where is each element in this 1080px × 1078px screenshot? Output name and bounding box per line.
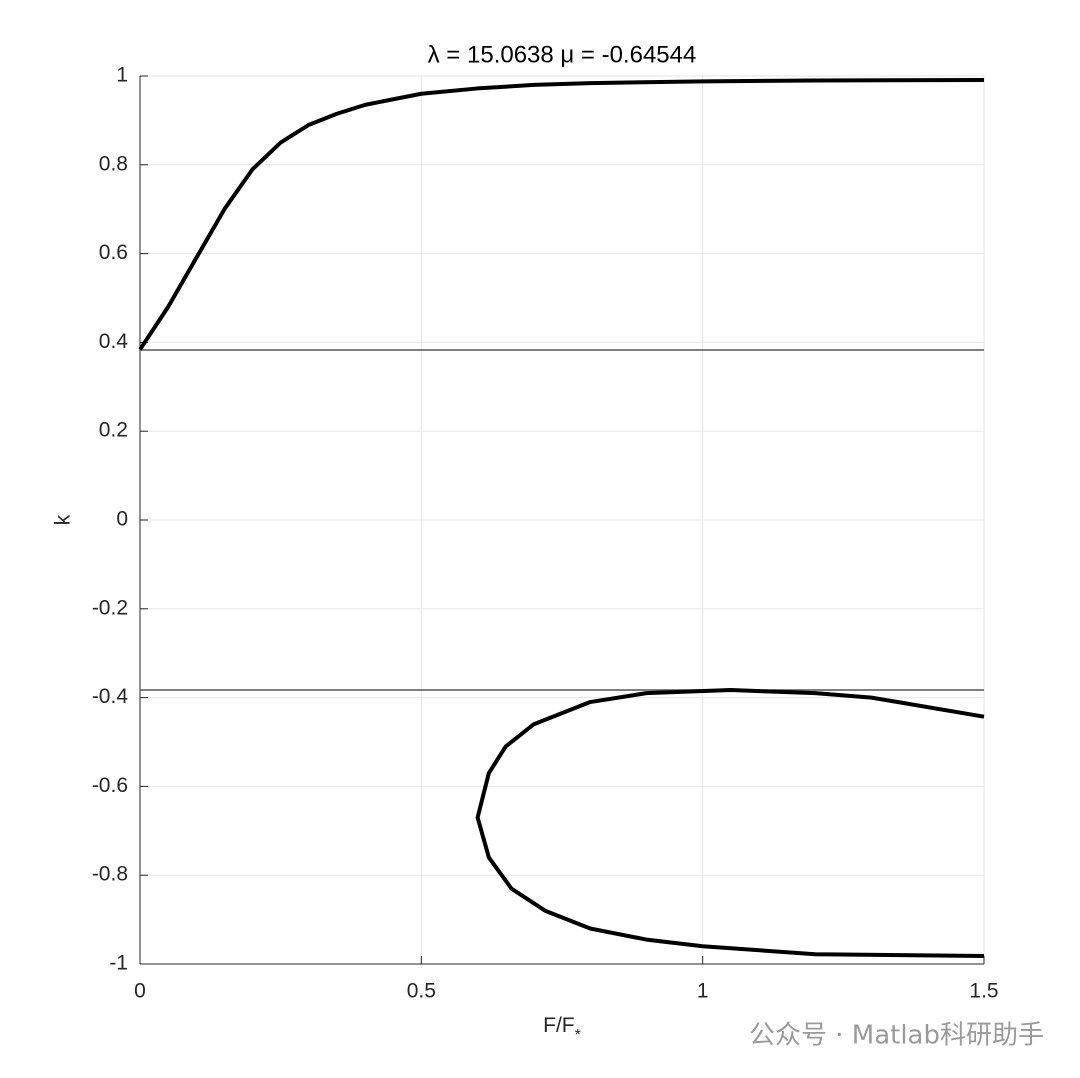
chart-title: λ = 15.0638 μ = -0.64544 <box>428 41 697 68</box>
y-tick-label: 0.2 <box>99 419 128 442</box>
x-tick-label: 1 <box>697 980 709 1003</box>
x-tick-label: 1.5 <box>969 980 998 1003</box>
x-tick-label: 0 <box>134 980 146 1003</box>
data-line <box>475 688 985 959</box>
y-tick-label: -0.4 <box>92 685 129 708</box>
x-axis-label: F/F* <box>543 1014 581 1045</box>
y-tick-label: 0.8 <box>99 152 128 175</box>
y-tick-label: -0.6 <box>92 774 128 797</box>
y-tick-label: -0.2 <box>92 596 128 619</box>
x-tick-label: 0.5 <box>407 980 436 1003</box>
y-tick-label: 0.4 <box>99 330 129 353</box>
y-tick-label: -1 <box>109 952 128 975</box>
data-line <box>138 78 985 351</box>
x-axis-label-subscript: * <box>575 1027 581 1044</box>
y-tick-label: 0.6 <box>99 241 128 264</box>
y-tick-label: 1 <box>116 64 128 87</box>
y-tick-label: 0 <box>116 508 128 531</box>
y-tick-label: -0.8 <box>92 863 128 886</box>
y-axis-label: k <box>52 514 75 525</box>
watermark: 公众号 · Matlab科研助手 <box>749 1021 1044 1051</box>
x-axis-label-main: F/F <box>543 1014 575 1037</box>
